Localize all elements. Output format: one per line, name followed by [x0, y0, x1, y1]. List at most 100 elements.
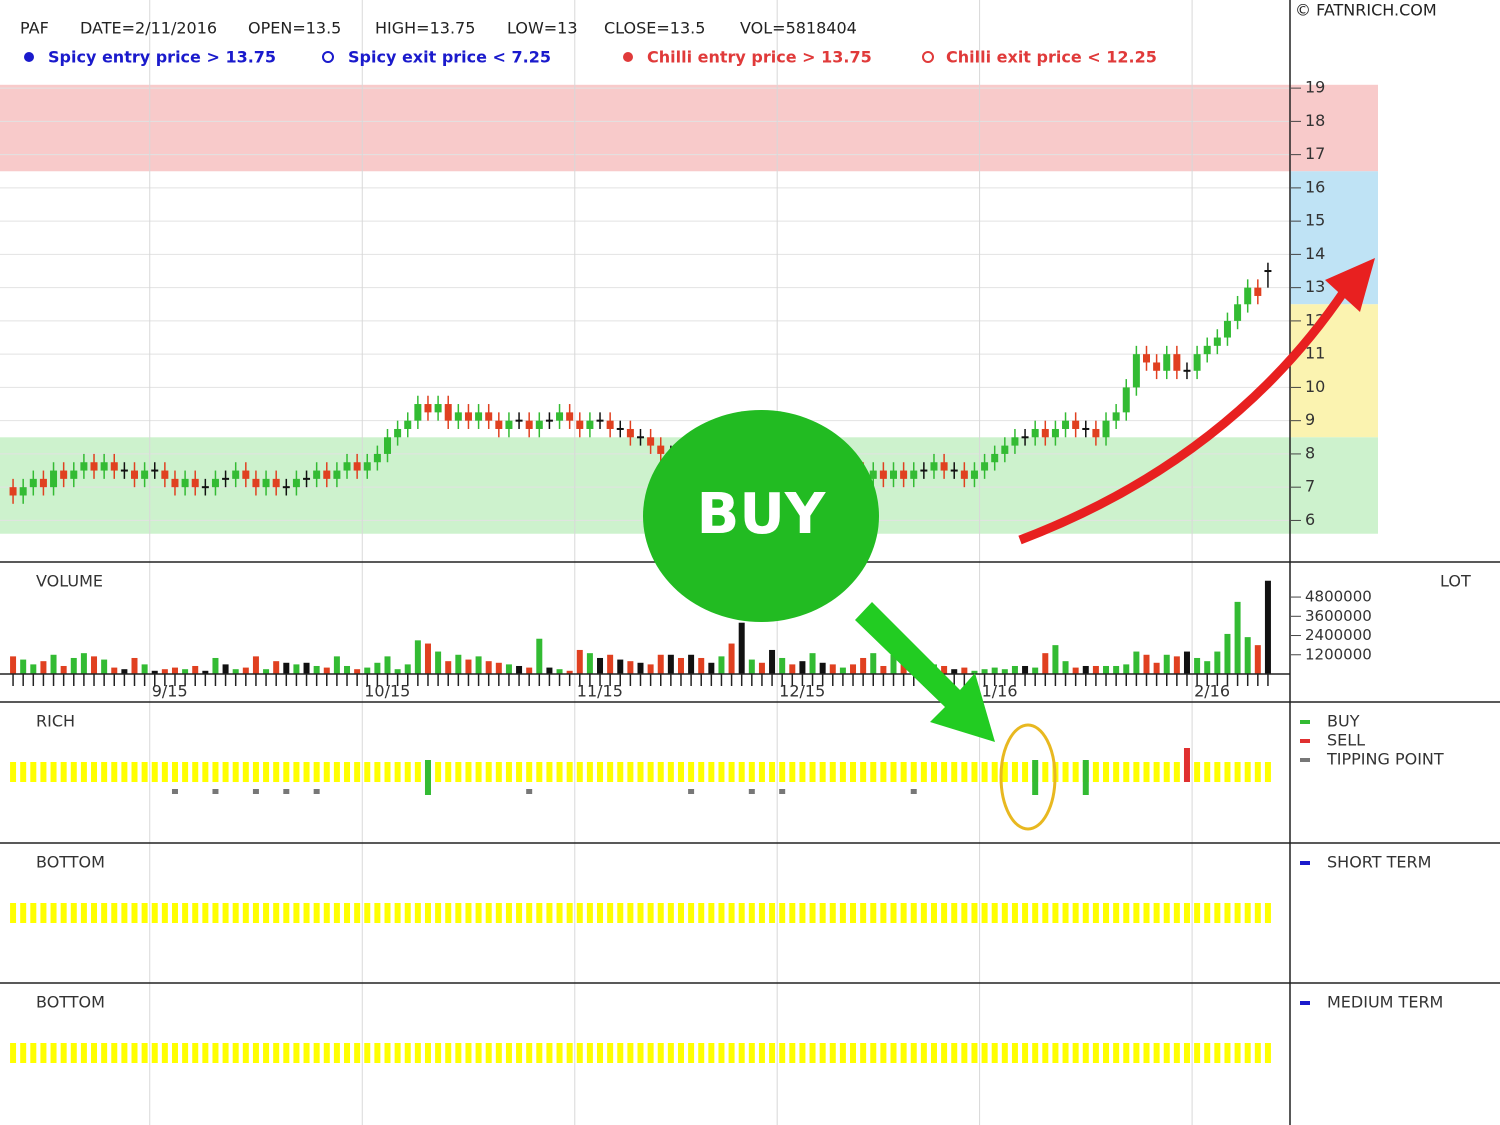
indicator-cell — [1214, 1043, 1221, 1063]
indicator-cell — [1234, 1043, 1241, 1063]
indicator-cell — [637, 762, 644, 782]
indicator-cell — [485, 903, 492, 923]
indicator-cell — [516, 1043, 523, 1063]
candle-body — [333, 470, 341, 479]
indicator-cell — [607, 762, 614, 782]
indicator-cell — [920, 762, 927, 782]
indicator-cell — [101, 762, 108, 782]
volume-bar — [880, 665, 887, 674]
indicator-cell — [981, 762, 988, 782]
indicator-cell — [192, 1043, 199, 1063]
indicator-cell — [850, 762, 857, 782]
candle-body — [1203, 345, 1211, 355]
indicator-cell — [505, 762, 512, 782]
indicator-cell — [10, 903, 17, 923]
indicator-cell — [839, 762, 846, 782]
indicator-cell — [941, 1043, 948, 1063]
indicator-cell — [445, 903, 452, 923]
indicator-cell — [698, 762, 705, 782]
indicator-cell — [1173, 1043, 1180, 1063]
indicator-cell — [263, 762, 270, 782]
volume-bar — [799, 661, 806, 674]
indicator-cell — [607, 1043, 614, 1063]
indicator-cell — [566, 903, 573, 923]
tipping-point — [688, 789, 695, 794]
indicator-cell — [1001, 1043, 1008, 1063]
volume-bar — [698, 657, 705, 674]
candle-body — [1244, 287, 1252, 305]
volume-bar — [789, 664, 796, 674]
indicator-cell — [414, 1043, 421, 1063]
indicator-cell — [961, 762, 968, 782]
indicator-cell — [941, 903, 948, 923]
indicator-cell — [546, 1043, 553, 1063]
volume-bar — [607, 654, 614, 674]
indicator-cell — [566, 1043, 573, 1063]
indicator-cell — [1062, 903, 1069, 923]
indicator-cell — [971, 762, 978, 782]
y-tick-label: 15 — [1305, 211, 1325, 230]
candle-body — [313, 470, 321, 479]
indicator-cell — [748, 1043, 755, 1063]
indicator-cell — [1082, 903, 1089, 923]
indicator-cell — [1042, 762, 1049, 782]
x-tick-label: 1/16 — [982, 682, 1018, 701]
indicator-cell — [556, 903, 563, 923]
candle-body — [1072, 420, 1080, 429]
indicator-cell — [121, 903, 128, 923]
candle-body — [262, 478, 270, 488]
volume-bar — [171, 667, 178, 674]
candle-body — [657, 445, 665, 454]
indicator-cell — [414, 903, 421, 923]
unit-label: LOT — [1440, 572, 1471, 591]
indicator-cell — [1244, 903, 1251, 923]
volume-bar — [70, 657, 77, 674]
indicator-cell — [900, 903, 907, 923]
volume-bar — [1143, 654, 1150, 674]
indicator-cell — [1254, 903, 1261, 923]
tipping-point — [313, 789, 320, 794]
indicator-cell — [70, 1043, 77, 1063]
legend-label: SELL — [1327, 731, 1365, 750]
indicator-cell — [1022, 1043, 1029, 1063]
indicator-cell — [131, 903, 138, 923]
indicator-cell — [344, 903, 351, 923]
legend-label: Chilli exit price < 12.25 — [946, 48, 1157, 67]
legend-symbol — [24, 52, 34, 62]
indicator-cell — [576, 903, 583, 923]
indicator-cell — [101, 1043, 108, 1063]
indicator-cell — [536, 762, 543, 782]
candle-body — [1153, 362, 1161, 371]
volume-bar — [212, 657, 219, 674]
volume-bar — [192, 665, 199, 674]
volume-bar — [1183, 651, 1190, 674]
x-tick-label: 10/15 — [364, 682, 410, 701]
candle-body — [323, 470, 331, 479]
candle-body — [29, 478, 37, 488]
high: HIGH=13.75 — [375, 19, 475, 38]
indicator-cell — [789, 762, 796, 782]
volume-bar — [860, 657, 867, 674]
indicator-cell — [637, 903, 644, 923]
indicator-cell — [809, 903, 816, 923]
volume-bar — [566, 670, 573, 674]
indicator-cell — [819, 1043, 826, 1063]
candle-body — [292, 478, 300, 488]
volume-bar — [303, 662, 310, 674]
indicator-cell — [698, 903, 705, 923]
indicator-cell — [394, 762, 401, 782]
buy-signal — [424, 760, 431, 795]
candle-body — [960, 470, 968, 479]
indicator-cell — [920, 1043, 927, 1063]
indicator-cell — [758, 762, 765, 782]
indicator-cell — [91, 1043, 98, 1063]
indicator-cell — [394, 1043, 401, 1063]
candle-body — [535, 420, 543, 429]
volume-bar — [485, 661, 492, 674]
indicator-cell — [40, 762, 47, 782]
legend-label: MEDIUM TERM — [1327, 993, 1443, 1012]
y-tick-label: 8 — [1305, 443, 1315, 462]
indicator-cell — [1123, 1043, 1130, 1063]
indicator-cell — [384, 762, 391, 782]
indicator-cell — [293, 903, 300, 923]
